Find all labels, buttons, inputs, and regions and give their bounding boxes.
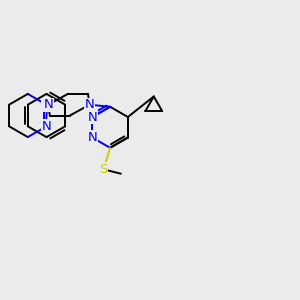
Text: N: N: [44, 98, 53, 111]
Text: N: N: [85, 98, 94, 111]
Text: S: S: [99, 163, 108, 176]
Text: N: N: [87, 110, 97, 124]
Text: N: N: [42, 98, 51, 111]
Text: N: N: [42, 120, 51, 133]
Text: N: N: [87, 131, 97, 144]
